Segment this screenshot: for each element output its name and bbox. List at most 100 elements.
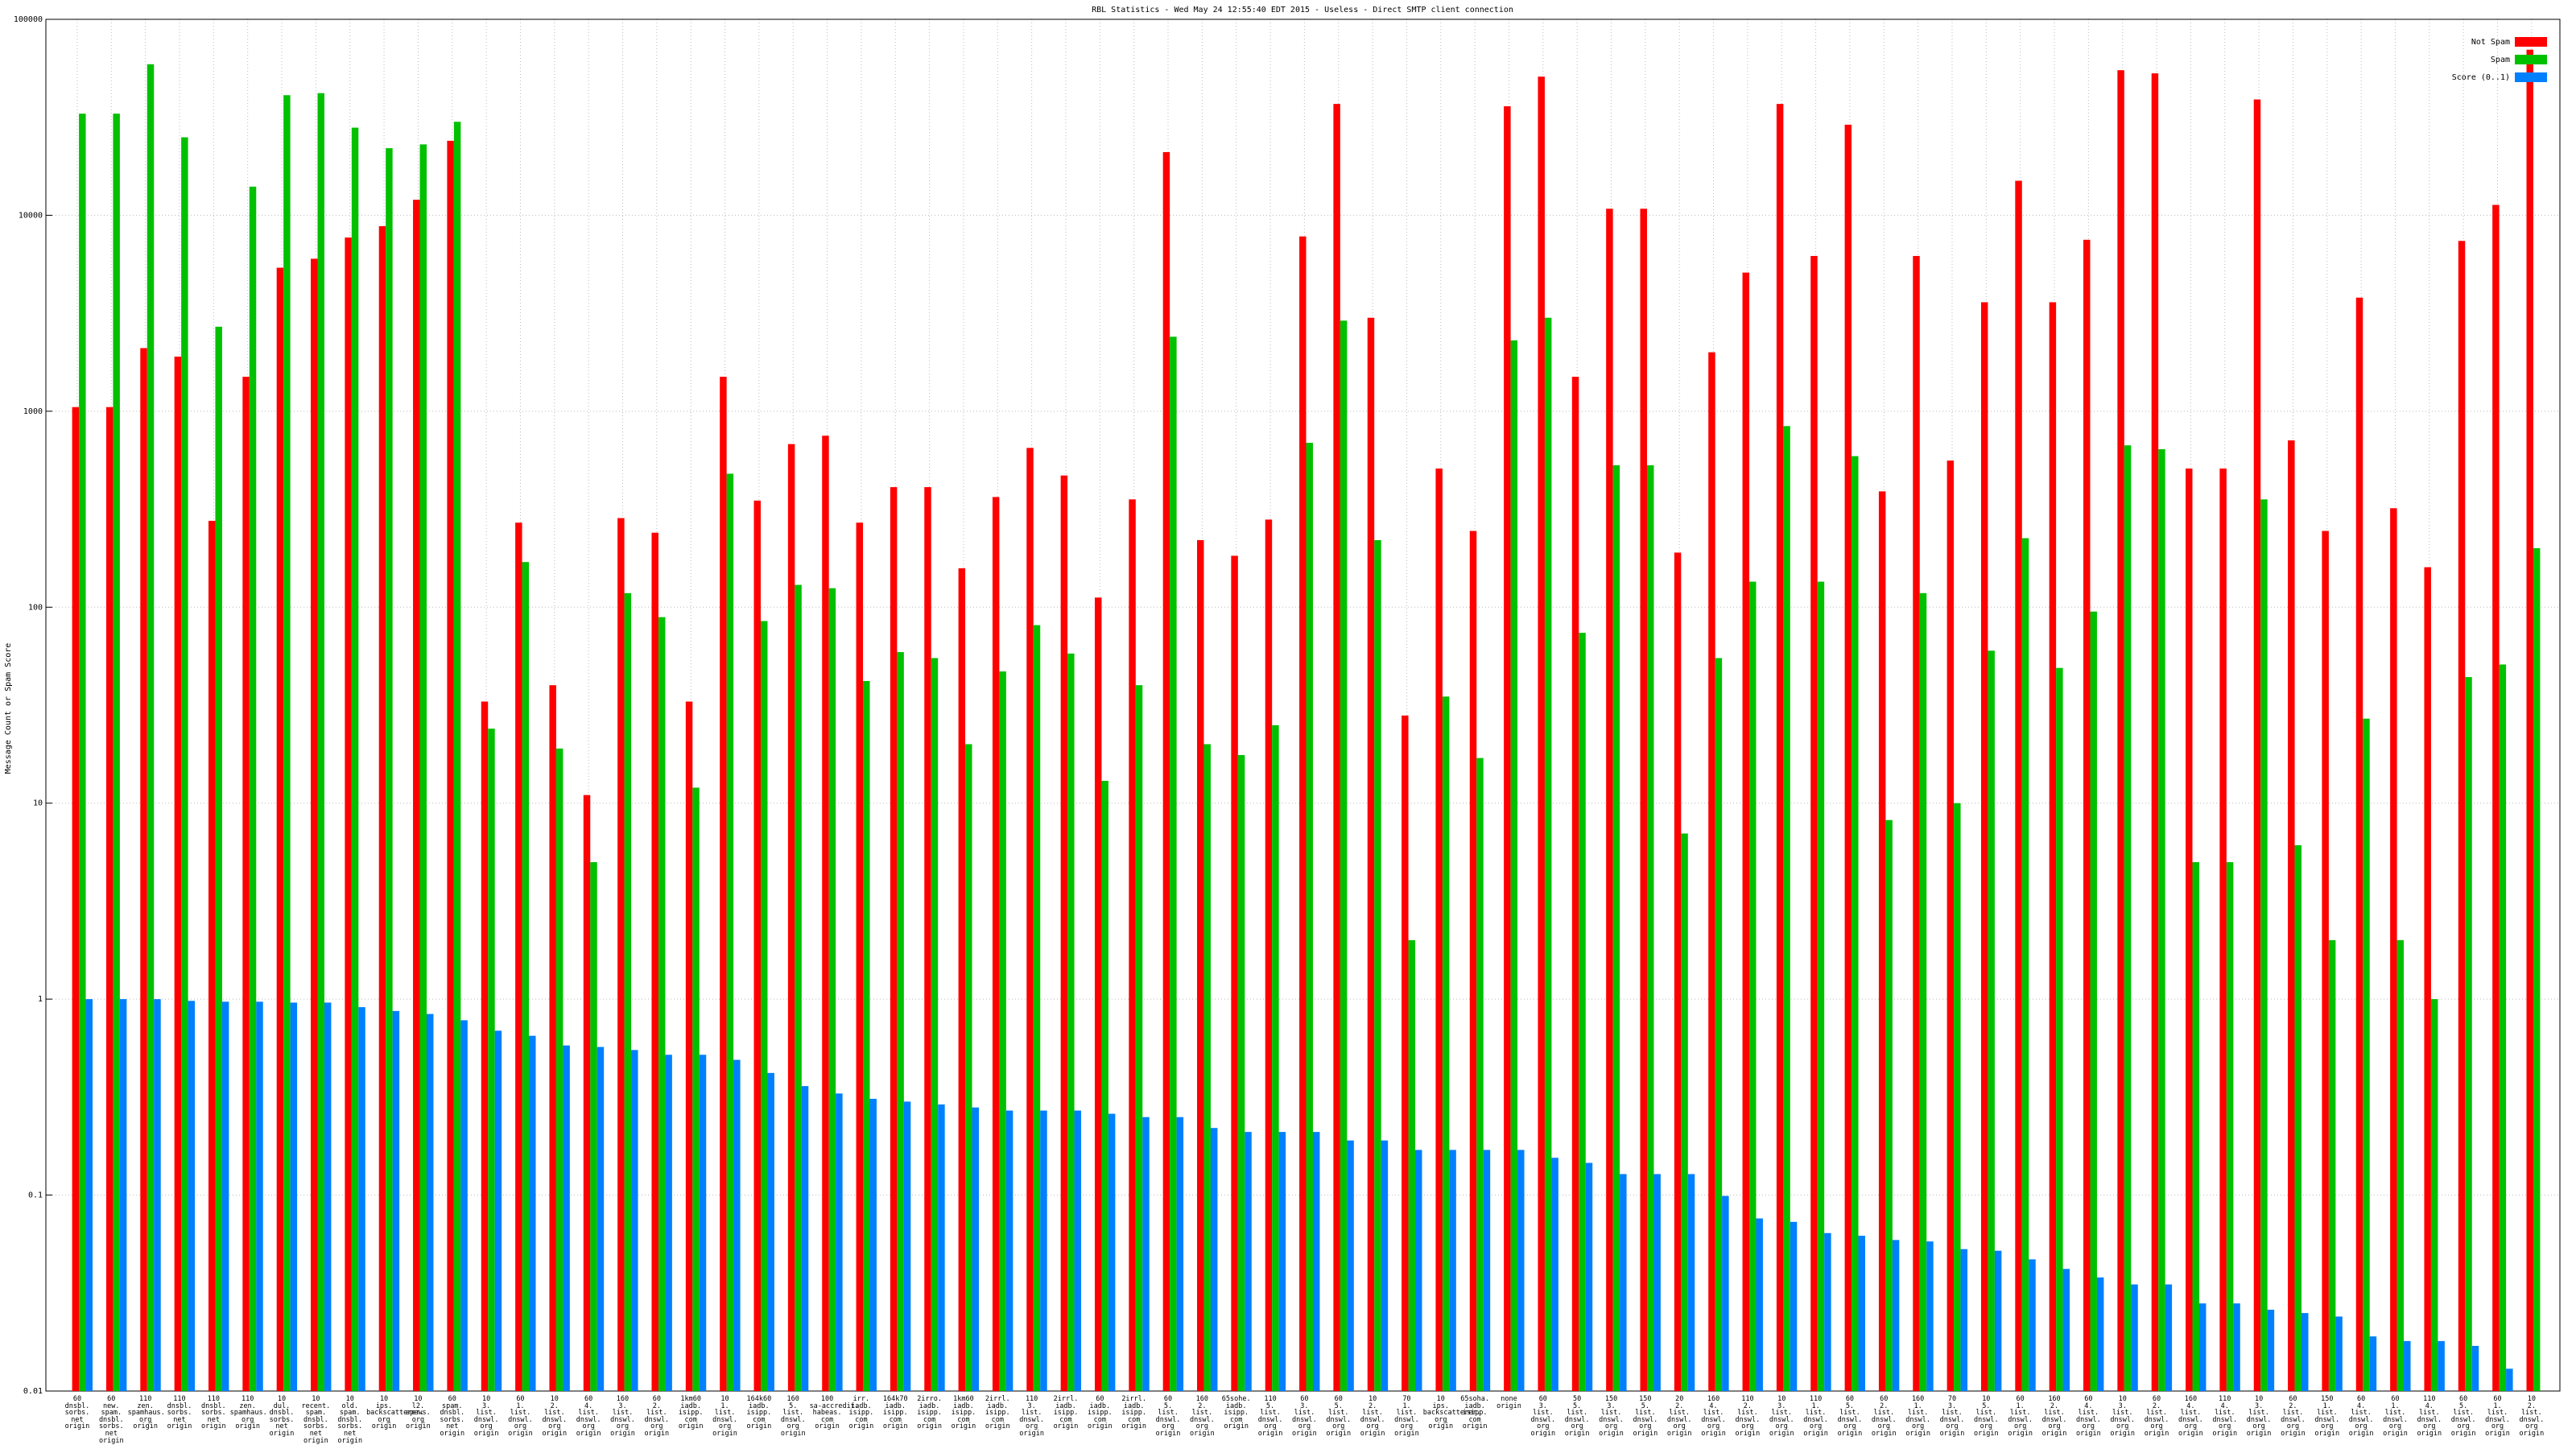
x-tick-label: 160 5. list. dnswl. org origin [780, 1395, 806, 1438]
bar [1919, 592, 1927, 1391]
bar [863, 680, 870, 1391]
bar [1852, 456, 1859, 1391]
x-tick-label: 60 5. list. dnswl. org origin [1837, 1395, 1863, 1438]
bar [1640, 208, 1647, 1392]
bar [1210, 1128, 1218, 1391]
x-tick-label: 160 4. list. dnswl. org origin [1701, 1395, 1726, 1438]
bar [2096, 1277, 2104, 1391]
chart-title: RBL Statistics - Wed May 24 12:55:40 EDT… [1092, 6, 1513, 14]
bar [1612, 464, 1620, 1391]
bar [726, 473, 734, 1391]
x-tick-label: 60 iadb. isipp. com origin [1087, 1395, 1113, 1431]
x-tick-label: 160 4. list. dnswl. org origin [2178, 1395, 2203, 1438]
x-tick-label: 2irrl. iadb. isipp. com origin [1121, 1395, 1147, 1431]
bar [1108, 1113, 1116, 1391]
y-tick-label: 1000 [23, 407, 43, 416]
x-tick-label: 10 1. list. dnswl. org origin [712, 1395, 737, 1438]
bar [460, 1020, 468, 1391]
bar [1067, 653, 1075, 1391]
bar [1980, 302, 1988, 1391]
x-tick-label: 110 4. list. dnswl. org origin [2417, 1395, 2442, 1438]
x-tick-label: 60 1. list. dnswl. org origin [2485, 1395, 2510, 1438]
bar [972, 1107, 980, 1391]
bar [2363, 718, 2370, 1391]
bar [651, 532, 658, 1391]
x-tick-label: 110 5. list. dnswl. org origin [1257, 1395, 1283, 1438]
bar [2062, 1269, 2070, 1391]
bar [699, 1055, 707, 1391]
x-tick-label: 10 ips. backscatterer. org origin [366, 1395, 424, 1431]
x-tick-label: 60 2. list. dnswl. org origin [2144, 1395, 2169, 1438]
x-tick-label: 60 2. list. dnswl. org origin [2281, 1395, 2306, 1438]
bar [1312, 1132, 1320, 1391]
bar [767, 1072, 774, 1391]
x-tick-label: 110 zen. spamhaus. org origin [229, 1395, 267, 1431]
bar [481, 701, 489, 1391]
bar [1824, 1232, 1831, 1391]
x-tick-label: 20 2. list. dnswl. org origin [1666, 1395, 1692, 1438]
bar [1756, 1218, 1763, 1391]
bar [1026, 448, 1034, 1391]
x-tick-label: 2irro. iadb. isipp. com origin [917, 1395, 942, 1431]
bar [2151, 73, 2159, 1391]
bar [631, 1050, 638, 1391]
x-tick-label: 10 l2. apews. org origin [406, 1395, 431, 1431]
bar [1810, 255, 1818, 1392]
bar [1435, 469, 1443, 1391]
bar [692, 787, 700, 1391]
bar [2083, 239, 2091, 1391]
bar [2533, 548, 2541, 1392]
x-tick-label: 160 2. list. dnswl. org origin [1190, 1395, 1215, 1438]
bar [1231, 555, 1238, 1391]
y-tick-label: 1 [38, 995, 43, 1004]
bar [2424, 567, 2431, 1391]
bar [1988, 650, 1995, 1391]
x-tick-label: 10 recent. spam. dnsbl. sorbs. net origi… [301, 1395, 331, 1445]
bar [1858, 1236, 1865, 1391]
bar [753, 500, 761, 1391]
bar [1333, 104, 1340, 1391]
x-tick-label: 10 3. list. dnswl. org origin [2110, 1395, 2136, 1438]
x-tick-label: 110 2. list. dnswl. org origin [1735, 1395, 1761, 1438]
bar [720, 376, 727, 1392]
x-tick-label: 60 5. list. dnswl. org origin [1155, 1395, 1181, 1438]
bar [529, 1035, 536, 1391]
bar [2499, 664, 2507, 1391]
bar [453, 122, 461, 1391]
bar [1722, 1195, 1729, 1391]
bar [2267, 1309, 2275, 1391]
bar [1681, 833, 1688, 1391]
bar [119, 999, 127, 1391]
bar [1674, 552, 1682, 1391]
bar [1960, 1249, 1968, 1391]
bar [1299, 236, 1307, 1392]
legend-swatch [2515, 72, 2547, 82]
bar [549, 685, 556, 1391]
bar [79, 114, 86, 1391]
bar [242, 376, 250, 1392]
bar [1142, 1117, 1150, 1391]
bar [1954, 803, 1961, 1391]
bar [2049, 302, 2057, 1391]
bar [1101, 780, 1108, 1391]
bar [1408, 939, 1416, 1391]
bar [2438, 1340, 2445, 1391]
x-tick-label: 60 5. list. dnswl. org origin [1326, 1395, 1352, 1438]
bar [1579, 633, 1586, 1391]
y-tick-label: 10000 [19, 211, 43, 220]
bar [992, 497, 1000, 1391]
bar [1402, 715, 1409, 1391]
x-tick-label: 65soha. iadb. isipp. com origin [1460, 1395, 1490, 1431]
x-tick-label: 10 dul. dnsbl. sorbs. net origin [269, 1395, 295, 1438]
bar [1415, 1150, 1422, 1391]
x-tick-label: 10 5. list. dnswl. org origin [1973, 1395, 1999, 1438]
y-tick-label: 100 [28, 603, 43, 612]
bar [890, 487, 898, 1391]
bar [1129, 499, 1136, 1391]
x-tick-label: 50 5. list. dnswl. org origin [1564, 1395, 1590, 1438]
legend-label: Score (0..1) [2452, 73, 2510, 82]
bar [2288, 440, 2295, 1391]
x-tick-label: 60 1. list. dnswl. org origin [508, 1395, 533, 1438]
bar [1749, 581, 1757, 1391]
